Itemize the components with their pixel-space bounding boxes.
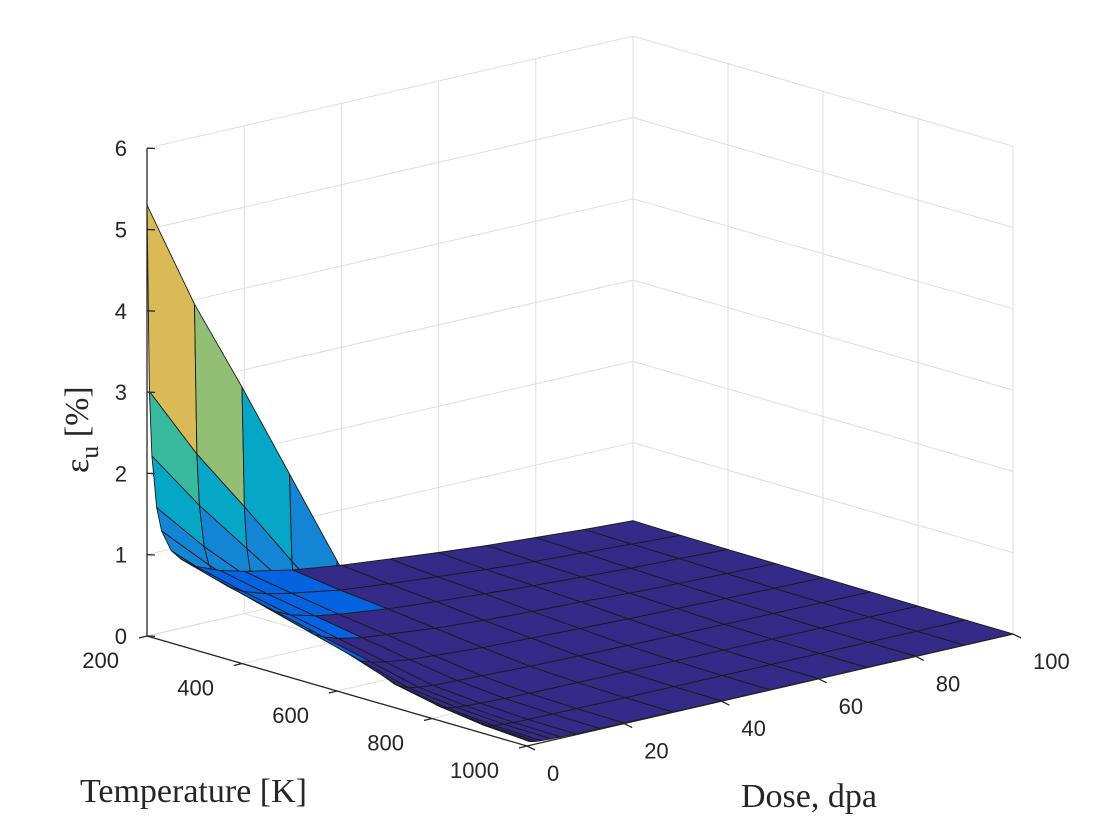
x-tick-mark [233,662,243,667]
y-tick-mark [721,700,730,706]
x-tick-label: 600 [272,703,309,728]
surface-layer [146,204,1014,743]
z-axis-label-sub: u [75,446,104,459]
x-tick-mark [328,690,338,694]
x-tick-mark [138,635,148,639]
x-tick-label: 200 [82,648,119,673]
grid-line [146,117,634,230]
y-axis-line [526,633,1014,747]
z-tick-label: 1 [115,543,127,568]
grid-line [146,198,634,312]
x-tick-mark [423,717,433,722]
z-tick-label: 0 [115,624,127,649]
grid-line [146,35,634,149]
x-tick-label: 800 [367,731,404,756]
x-tick-label: 1000 [450,758,499,783]
y-tick-label: 100 [1033,649,1070,674]
x-tick-label: 400 [177,676,214,701]
z-tick-label: 3 [115,380,127,405]
y-tick-mark [526,745,536,751]
z-axis-label-tail: [%] [59,386,96,445]
x-tick-mark [518,745,528,749]
y-tick-mark [915,655,925,661]
y-axis-label: Dose, dpa [741,778,877,815]
tick-layer: 0 1 2 3 4 5 6 200 400 600 800 1000 0 20 40 60 80 100 [82,136,1069,786]
y-tick-label: 80 [936,671,960,696]
y-tick-label: 20 [644,739,668,764]
z-axis-label-main: ε [59,459,96,473]
z-tick-label: 6 [115,136,127,161]
y-tick-mark [1012,633,1022,639]
x-axis-label: Temperature [K] [80,773,307,810]
y-tick-mark [818,678,827,684]
surface-facet [916,619,1014,646]
z-tick-label: 5 [115,218,127,243]
z-axis-label: εu [%] [59,386,104,473]
y-tick-label: 40 [741,716,765,741]
y-tick-mark [623,723,633,729]
y-tick-label: 0 [547,761,559,786]
z-tick-label: 2 [115,461,127,486]
z-tick-label: 4 [115,299,127,324]
y-tick-label: 60 [839,694,863,719]
